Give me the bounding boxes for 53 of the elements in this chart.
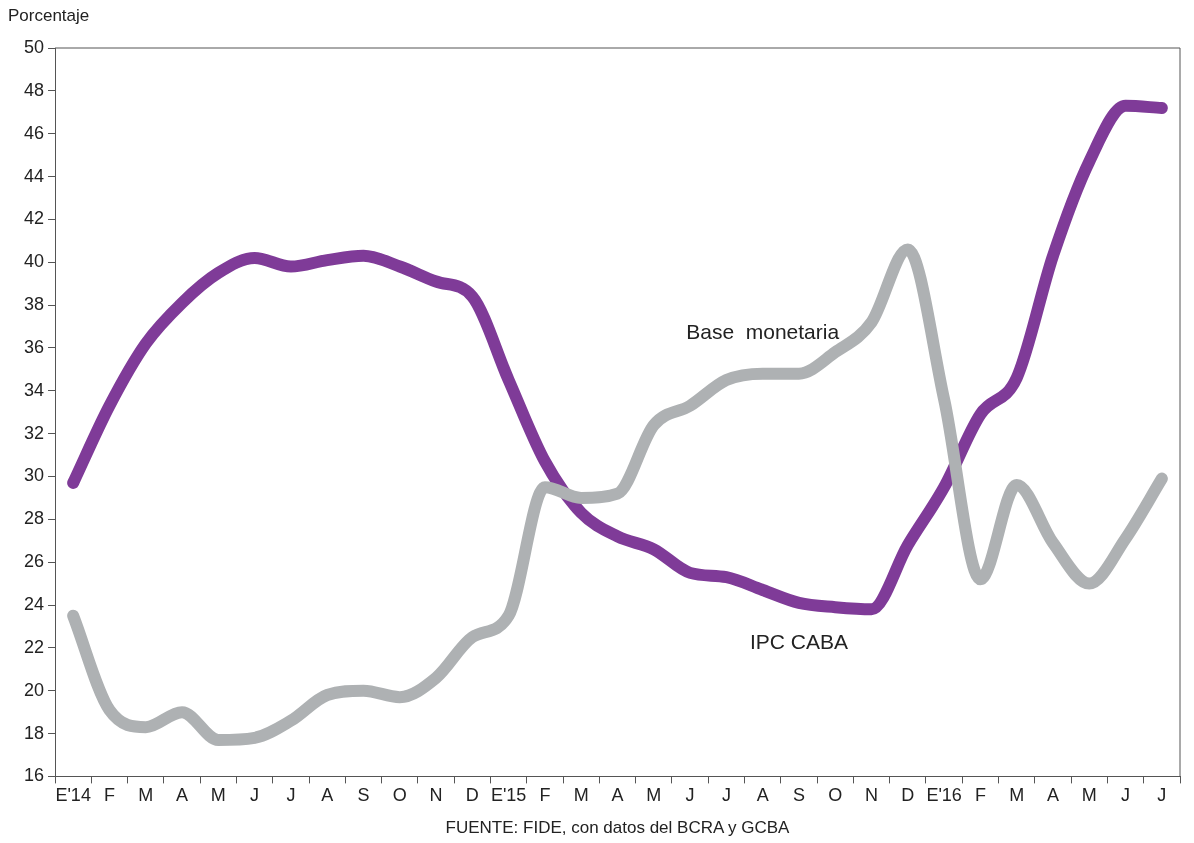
y-tick-label: 30 [23,465,45,486]
x-tick-label: M [573,785,589,806]
x-tick-label: E'15 [490,785,527,806]
x-tick-label: M [646,785,662,806]
y-tick-label: 48 [23,79,45,100]
y-tick-label: 26 [23,551,45,572]
x-tick-label: E'16 [926,785,962,806]
x-tick-label: A [176,785,189,806]
x-tick-label: O [828,785,843,806]
x-tick-label: M [1009,785,1025,806]
x-tick-label: E'14 [55,785,91,806]
x-tick-label: J [685,785,695,806]
series-label: IPC CABA [749,630,848,654]
y-tick-label: 16 [23,765,45,786]
x-tick-label: F [103,785,115,806]
x-tick-label: J [1121,785,1131,806]
x-tick-label: J [721,785,731,806]
x-tick-label: A [756,785,769,806]
x-tick-label: N [865,785,879,806]
x-tick-label: F [539,785,551,806]
y-axis-title: Porcentaje [8,6,90,26]
x-tick-label: A [611,785,624,806]
x-tick-label: O [392,785,407,806]
y-tick-label: 34 [23,379,45,400]
y-tick-label: 40 [23,251,45,272]
x-tick-label: A [1046,785,1059,806]
y-tick-label: 44 [23,165,45,186]
y-tick-label: 24 [23,593,45,614]
y-tick-label: 46 [23,122,45,143]
y-tick-label: 20 [23,679,45,700]
series-label: Base monetaria [686,319,840,343]
y-tick-label: 32 [23,422,45,443]
y-tick-label: 42 [23,208,45,229]
x-tick-label: M [210,785,226,806]
y-tick-label: 50 [23,36,45,57]
x-tick-label: A [321,785,334,806]
x-tick-label: D [465,785,479,806]
y-tick-label: 36 [23,336,45,357]
y-tick-label: 38 [23,294,45,315]
x-tick-label: S [792,785,805,806]
x-tick-label: D [901,785,915,806]
y-tick-label: 22 [23,636,45,657]
y-tick-label: 18 [23,722,45,743]
x-tick-label: J [286,785,296,806]
x-tick-label: J [1157,785,1167,806]
x-tick-label: J [250,785,260,806]
x-tick-label: F [974,785,986,806]
source-note: FUENTE: FIDE, con datos del BCRA y GCBA [445,818,791,838]
x-tick-label: S [357,785,370,806]
y-tick-label: 28 [23,508,45,529]
x-tick-label: M [138,785,154,806]
x-tick-label: M [1081,785,1097,806]
x-tick-label: N [429,785,443,806]
